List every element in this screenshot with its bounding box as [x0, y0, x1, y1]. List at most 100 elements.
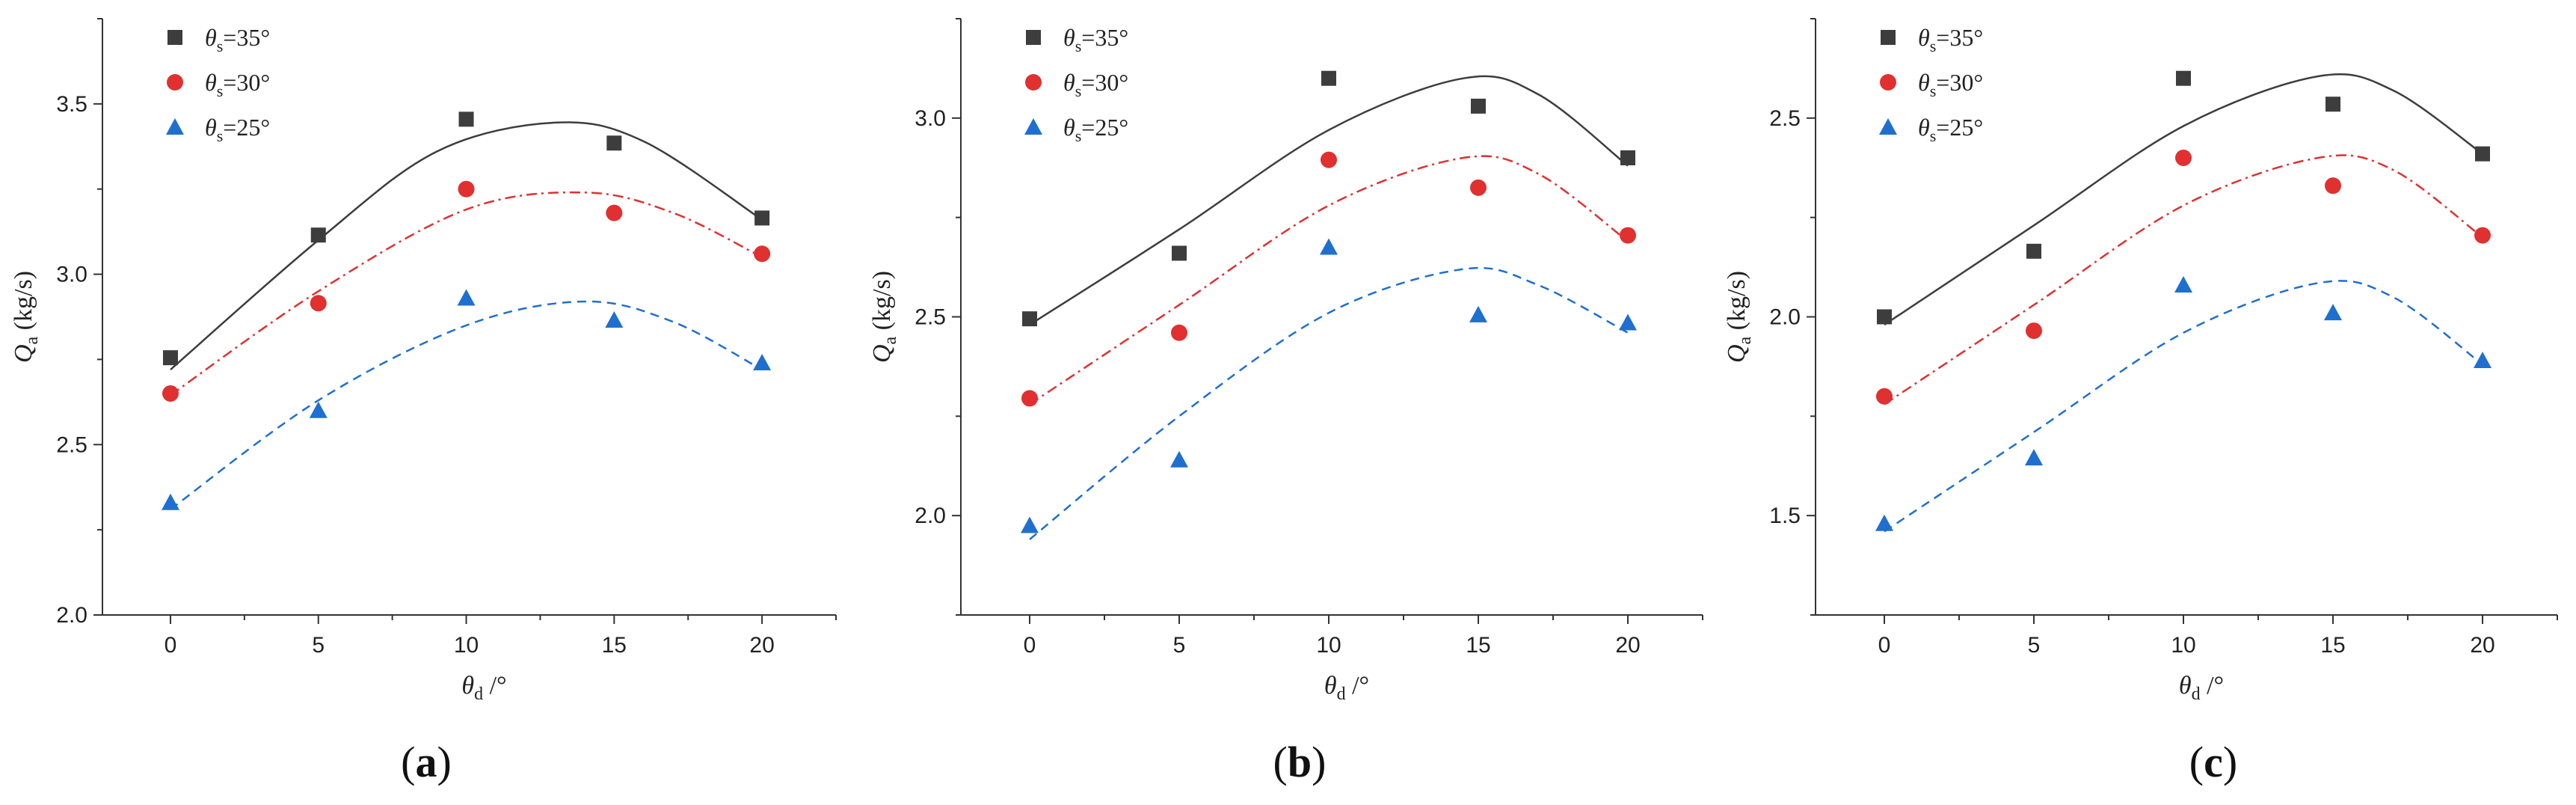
fit-line-s30: [1884, 154, 2483, 405]
x-tick-label: 15: [602, 633, 627, 658]
data-point-s35: [2326, 97, 2340, 112]
data-point-s25: [1021, 516, 1039, 533]
y-tick-label: 2.0: [1769, 305, 1801, 330]
data-point-s25: [605, 311, 624, 328]
data-point-s35: [1321, 70, 1336, 86]
data-point-s30: [458, 180, 475, 198]
fit-line-s30: [170, 191, 763, 397]
data-point-s30: [1021, 390, 1038, 407]
chart-panel-c: 1.5 2.0 2.5 0 5 10 15 20 θd /° Qa (kg/s) θs=35° θs=…: [1723, 18, 2558, 704]
y-tick-label: 2.5: [914, 305, 946, 330]
x-tick-label: 0: [1878, 633, 1891, 658]
data-point-s35: [1877, 309, 1892, 325]
data-point-s25: [1320, 238, 1338, 255]
fit-line-s30: [1029, 155, 1629, 405]
x-tick-label: 10: [1316, 633, 1341, 658]
chart-panel-b: 2.0 2.5 3.0 0 5 10 15 20 θd /° Qa (kg/s) θs=35° θs=…: [868, 18, 1703, 704]
legend-label-s35: θs=35°: [205, 24, 270, 55]
y-tick-label: 2.5: [56, 432, 87, 457]
y-tick-label: 1.5: [1769, 503, 1801, 528]
legend-label-s30: θs=30°: [205, 69, 270, 100]
legend-marker-s30: [167, 74, 183, 91]
data-point-s25: [2174, 275, 2192, 293]
fit-line-s25: [170, 300, 763, 510]
x-tick-label: 15: [1466, 633, 1490, 658]
fit-line-s25: [1884, 280, 2483, 533]
data-point-s35: [1471, 98, 1486, 114]
y-tick-label: 3.0: [56, 263, 87, 287]
x-tick-label: 20: [1615, 633, 1640, 658]
legend-marker-s35: [1881, 30, 1896, 45]
data-point-s30: [1876, 388, 1893, 405]
fit-line-s35: [1884, 73, 2483, 326]
data-point-s35: [2176, 70, 2191, 86]
data-point-s25: [457, 289, 476, 306]
y-tick-label: 2.0: [914, 503, 946, 528]
legend-marker-s35: [167, 30, 182, 45]
data-point-s30: [1470, 179, 1487, 196]
chart-panel-a: 2.0 2.5 3.0 3.5 0 5 10 15 20 θd /° Qa (kg/s) θs=35°…: [10, 18, 837, 704]
legend-marker-s35: [1026, 30, 1041, 45]
data-point-s25: [2474, 351, 2492, 368]
x-tick-label: 10: [2171, 633, 2195, 658]
legend-label-s25: θs=25°: [1063, 114, 1128, 145]
x-tick-label: 5: [2028, 633, 2041, 658]
data-point-s30: [310, 295, 327, 312]
data-point-s25: [1875, 514, 1893, 531]
data-point-s25: [1170, 450, 1188, 468]
data-point-s30: [754, 245, 771, 263]
legend-label-s30: θs=30°: [1063, 69, 1128, 100]
legend-label-s30: θs=30°: [1918, 69, 1983, 100]
x-tick-label: 10: [454, 633, 479, 658]
data-point-s25: [309, 401, 328, 418]
data-point-s25: [1469, 305, 1487, 322]
data-point-s35: [754, 210, 770, 226]
data-point-s25: [161, 493, 179, 510]
data-point-s25: [753, 353, 772, 370]
data-point-s25: [2324, 304, 2342, 321]
data-point-s35: [606, 135, 622, 151]
x-axis-label: θd /°: [1324, 672, 1369, 704]
data-point-s30: [2325, 177, 2341, 195]
x-axis-label: θd /°: [2179, 672, 2224, 704]
x-tick-label: 20: [749, 633, 774, 658]
caption-b: (b): [1273, 738, 1327, 786]
legend-marker-s25: [1024, 118, 1042, 135]
data-point-s35: [2475, 146, 2490, 162]
data-point-s30: [2175, 149, 2192, 166]
data-point-s30: [2026, 322, 2042, 340]
data-point-s30: [606, 204, 623, 221]
x-tick-label: 5: [312, 633, 325, 658]
x-tick-label: 5: [1173, 633, 1186, 658]
y-axis-label: Qa (kg/s): [868, 271, 900, 363]
legend-marker-s25: [166, 118, 184, 135]
y-axis-label: Qa (kg/s): [10, 271, 42, 363]
legend-marker-s25: [1879, 118, 1897, 135]
data-point-s35: [2026, 243, 2041, 259]
legend-marker-s30: [1025, 74, 1042, 91]
fit-line-s35: [1029, 75, 1629, 326]
data-point-s35: [1022, 311, 1037, 327]
legend-label-s25: θs=25°: [205, 114, 270, 145]
y-tick-label: 3.5: [56, 92, 87, 117]
data-point-s30: [1620, 227, 1636, 244]
x-tick-label: 0: [165, 633, 177, 658]
y-tick-label: 2.0: [56, 603, 87, 628]
legend-label-s35: θs=35°: [1063, 24, 1128, 55]
data-point-s30: [2474, 227, 2491, 244]
data-point-s35: [162, 350, 178, 366]
legend-label-s25: θs=25°: [1918, 114, 1983, 145]
data-point-s25: [2025, 449, 2043, 466]
data-point-s30: [1321, 151, 1337, 168]
y-tick-label: 3.0: [914, 106, 946, 131]
data-point-s30: [1171, 324, 1187, 341]
data-point-s35: [1172, 245, 1187, 261]
legend-label-s35: θs=35°: [1918, 24, 1983, 55]
data-point-s25: [1619, 313, 1637, 331]
x-axis-label: θd /°: [461, 672, 506, 704]
legend-marker-s30: [1880, 74, 1896, 91]
caption-a: (a): [401, 738, 452, 786]
data-point-s35: [310, 227, 326, 243]
x-tick-label: 20: [2470, 633, 2494, 658]
